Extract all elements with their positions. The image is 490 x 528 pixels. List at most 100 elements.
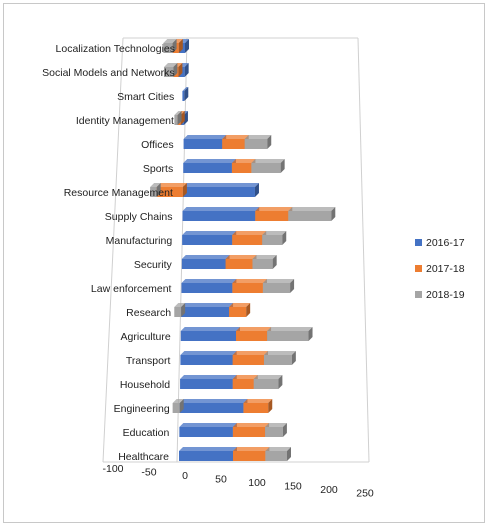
bar-top-transport-2017-18 (232, 351, 268, 355)
bar-side-social-models-and-networks-2017-18 (178, 63, 183, 77)
x-tick-label: 150 (284, 481, 302, 493)
category-label-manufacturing: Manufacturing (106, 235, 173, 247)
bar-healthcare-2016-17 (179, 451, 233, 461)
bar-side-security-2018-19 (272, 255, 277, 269)
bar-research-2016-17 (181, 307, 230, 317)
stacked-bar-chart: Localization Technologies Social Models a… (42, 37, 465, 500)
bar-top-healthcare-2018-19 (265, 447, 291, 451)
legend-label-2017-18: 2017-18 (426, 263, 465, 275)
bar-top-supply-chains-2016-17 (182, 207, 260, 211)
bar-side-sports-2018-19 (280, 159, 285, 173)
category-label-healthcare: Healthcare (118, 451, 169, 463)
bar-side-localization-technologies-2018-19 (172, 39, 177, 53)
bar-side-smart-cities-2016-17 (184, 87, 189, 101)
bar-side-resource-management-2017-18 (182, 183, 187, 197)
x-tick-label: 200 (320, 484, 338, 496)
bar-top-education-2016-17 (179, 423, 237, 427)
bar-localization-technologies-2018-19 (163, 43, 173, 53)
bar-side-engineering-2017-18 (268, 399, 273, 413)
bar-side-law-enforcement-2018-19 (290, 279, 295, 293)
bar-law-enforcement-2017-18 (232, 283, 263, 293)
bar-engineering-2016-17 (179, 403, 244, 413)
bar-top-household-2016-17 (180, 375, 237, 379)
bar-household-2018-19 (253, 379, 279, 389)
bar-top-engineering-2016-17 (179, 399, 248, 403)
legend-label-2016-17: 2016-17 (426, 237, 465, 249)
zero-axis-line (176, 37, 188, 463)
x-tick-label: 50 (215, 474, 227, 486)
bar-side-identity-management-2017-18 (180, 111, 185, 125)
bar-education-2016-17 (179, 427, 233, 437)
bar-top-smart-cities-2016-17 (182, 87, 189, 91)
bar-top-household-2018-19 (253, 375, 283, 379)
bar-security-2017-18 (225, 259, 253, 269)
category-labels: Localization Technologies Social Models a… (42, 43, 175, 463)
bar-top-transport-2018-19 (263, 351, 296, 355)
bar-supply-chains-2016-17 (182, 211, 256, 221)
bar-engineering-2017-18 (243, 403, 269, 413)
bar-resource-management-2016-17 (182, 187, 255, 197)
category-label-supply-chains: Supply Chains (105, 211, 173, 223)
bar-top-household-2017-18 (232, 375, 258, 379)
bar-manufacturing-2018-19 (262, 235, 283, 245)
bar-top-resource-management-2017-18 (156, 183, 187, 187)
bar-side-research-2018-19 (181, 303, 186, 317)
bar-household-2017-18 (232, 379, 254, 389)
bar-top-education-2017-18 (232, 423, 270, 427)
left-wall-edge (102, 37, 124, 463)
category-label-household: Household (120, 379, 170, 391)
category-label-transport: Transport (126, 355, 171, 367)
bar-top-engineering-2018-19 (172, 399, 184, 403)
bar-top-social-models-and-networks-2018-19 (163, 63, 178, 67)
legend: 2016-17 2017-18 2018-19 (415, 237, 465, 301)
bar-sports-2017-18 (231, 163, 252, 173)
bar-side-research-2017-18 (246, 303, 251, 317)
chart-walls (102, 37, 370, 463)
bar-agriculture-2017-18 (236, 331, 268, 341)
bar-side-identity-management-2018-19 (177, 111, 182, 125)
bar-manufacturing-2016-17 (182, 235, 233, 245)
bar-transport-2016-17 (180, 355, 233, 365)
category-label-identity-management: Identity Management (76, 115, 174, 127)
bar-offices-2017-18 (222, 139, 245, 149)
bar-top-law-enforcement-2017-18 (232, 279, 267, 283)
bar-top-manufacturing-2016-17 (182, 231, 237, 235)
bar-offices-2018-19 (244, 139, 268, 149)
bar-engineering-2018-19 (172, 403, 180, 413)
chart-frame: Localization Technologies Social Models a… (3, 3, 485, 523)
bar-security-2016-17 (181, 259, 226, 269)
x-tick-label: -100 (102, 463, 123, 475)
bar-law-enforcement-2018-19 (262, 283, 291, 293)
bar-top-sports-2018-19 (251, 159, 285, 163)
bar-side-engineering-2018-19 (179, 399, 184, 413)
bar-side-resource-management-2016-17 (254, 183, 259, 197)
bar-top-research-2018-19 (174, 303, 186, 307)
bar-resource-management-2018-19 (150, 187, 157, 197)
bar-sports-2016-17 (183, 163, 232, 173)
bar-top-localization-technologies-2018-19 (163, 39, 177, 43)
category-label-security: Security (134, 259, 173, 271)
bar-side-supply-chains-2018-19 (331, 207, 336, 221)
legend-swatch-2017-18 (415, 265, 422, 272)
bar-healthcare-2017-18 (233, 451, 266, 461)
bar-side-social-models-and-networks-2016-17 (184, 63, 189, 77)
category-label-engineering: Engineering (114, 403, 170, 415)
bar-side-resource-management-2018-19 (156, 183, 161, 197)
x-tick-label: 0 (182, 470, 188, 482)
category-label-resource-management: Resource Management (64, 187, 173, 199)
bar-top-manufacturing-2018-19 (262, 231, 287, 235)
bar-side-localization-technologies-2017-18 (178, 39, 183, 53)
bar-top-transport-2016-17 (180, 351, 237, 355)
bar-agriculture-2016-17 (180, 331, 237, 341)
bar-side-social-models-and-networks-2018-19 (173, 63, 178, 77)
bar-identity-management-2018-19 (174, 115, 178, 125)
bar-top-resource-management-2018-19 (150, 183, 161, 187)
bar-transport-2018-19 (263, 355, 292, 365)
bar-supply-chains-2017-18 (255, 211, 289, 221)
bar-top-agriculture-2018-19 (267, 327, 313, 331)
bar-top-healthcare-2016-17 (179, 447, 237, 451)
bar-top-law-enforcement-2018-19 (262, 279, 295, 283)
bar-household-2016-17 (180, 379, 233, 389)
bar-top-offices-2016-17 (183, 135, 227, 139)
legend-swatch-2016-17 (415, 239, 422, 246)
